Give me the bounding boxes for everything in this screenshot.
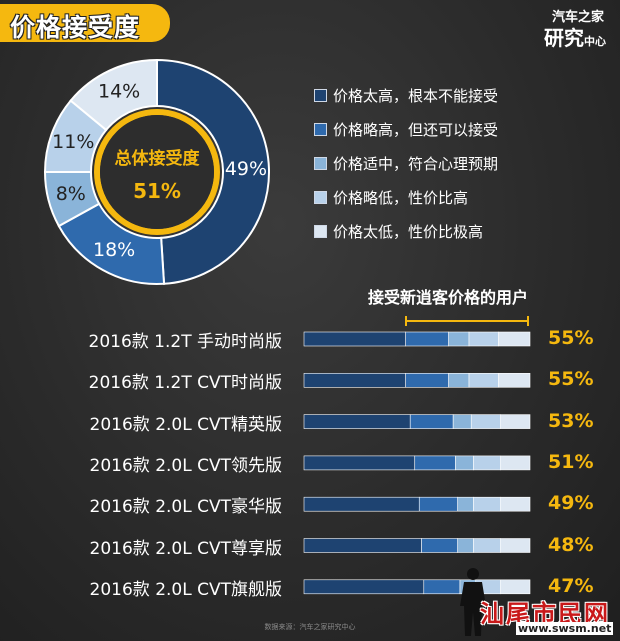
stacked-bar-chart bbox=[303, 316, 531, 595]
bar-category-label: 2016款 2.0L CVT旗舰版 bbox=[89, 579, 282, 600]
bar-segment bbox=[473, 496, 501, 512]
bar-segment bbox=[421, 538, 458, 553]
bar-segment bbox=[452, 414, 472, 429]
bar-segment bbox=[303, 331, 406, 347]
legend-swatch bbox=[314, 224, 327, 238]
bar-segment bbox=[448, 331, 470, 347]
bar-category-label: 2016款 2.0L CVT尊享版 bbox=[89, 538, 282, 559]
bar-segment bbox=[303, 496, 420, 512]
legend-swatch bbox=[314, 190, 327, 204]
page-title: 价格接受度 bbox=[10, 13, 141, 42]
bar-segment bbox=[473, 538, 501, 553]
bar-segment bbox=[303, 538, 422, 553]
donut-slice-label: 14% bbox=[98, 80, 140, 102]
donut-slice bbox=[156, 58, 270, 285]
donut-inner-ring bbox=[94, 109, 220, 235]
bar-category-label: 2016款 2.0L CVT领先版 bbox=[89, 455, 282, 476]
donut-slice bbox=[69, 58, 158, 132]
bar-segment bbox=[303, 414, 411, 429]
bar-category-label: 2016款 1.2T CVT时尚版 bbox=[88, 373, 282, 394]
donut-chart: 49% 18% 8% 11% 14% 总体接受度 51% bbox=[43, 58, 270, 285]
legend-item: 价格略低，性价比高 bbox=[314, 180, 498, 214]
bar-segment bbox=[500, 455, 531, 471]
logo-line1: 汽车之家 bbox=[551, 10, 604, 25]
bar-segment bbox=[409, 414, 454, 429]
donut-slice-label: 11% bbox=[52, 131, 94, 153]
bar-segment bbox=[470, 414, 501, 429]
bar-segment bbox=[500, 496, 531, 512]
bar-segment bbox=[414, 455, 456, 471]
donut-slice-label: 8% bbox=[56, 183, 86, 205]
watermark-url: www.swsm.net bbox=[516, 622, 614, 635]
bar-category-label: 2016款 1.2T 手动时尚版 bbox=[88, 332, 283, 352]
legend-item: 价格适中，符合心理预期 bbox=[314, 146, 498, 180]
legend-swatch bbox=[314, 88, 327, 102]
donut-center-value: 51% bbox=[133, 179, 181, 203]
legend-label: 价格太低，性价比极高 bbox=[333, 222, 484, 241]
bar-value-label: 49% bbox=[548, 492, 594, 515]
legend-label: 价格略高，但还可以接受 bbox=[333, 120, 499, 139]
legend-label: 价格适中，符合心理预期 bbox=[333, 154, 499, 173]
bar-segment bbox=[405, 331, 449, 347]
legend-label: 价格略低，性价比高 bbox=[333, 188, 469, 207]
bar-segment bbox=[303, 455, 416, 471]
bar-segment bbox=[405, 372, 449, 388]
bar-segment bbox=[455, 455, 474, 471]
bar-category-label: 2016款 2.0L CVT精英版 bbox=[89, 414, 282, 435]
title-banner: 价格接受度 bbox=[0, 4, 170, 42]
logo-line2-main: 研究 bbox=[544, 26, 584, 50]
bar-segment bbox=[468, 372, 499, 388]
legend-swatch bbox=[314, 122, 327, 136]
silhouette-figure bbox=[460, 568, 486, 636]
bar-segment bbox=[303, 372, 406, 388]
bar-value-label: 51% bbox=[548, 450, 594, 473]
donut-center-title: 总体接受度 bbox=[115, 148, 201, 169]
donut-slice-label: 49% bbox=[225, 158, 267, 180]
logo-line2-small: 中心 bbox=[584, 35, 606, 48]
bar-segment bbox=[423, 579, 461, 595]
legend-label: 价格太高，根本不能接受 bbox=[333, 86, 499, 105]
bar-segment bbox=[448, 372, 470, 388]
bar-segment bbox=[457, 538, 474, 553]
legend-item: 价格太低，性价比极高 bbox=[314, 214, 498, 248]
brand-logo: 汽车之家 研究中心 bbox=[534, 4, 614, 50]
bar-segment bbox=[500, 538, 531, 553]
data-source: 数据来源：汽车之家研究中心 bbox=[264, 623, 356, 631]
bar-value-label: 47% bbox=[548, 574, 594, 597]
legend-item: 价格太高，根本不能接受 bbox=[314, 78, 498, 112]
bar-segment bbox=[303, 579, 425, 595]
donut-slice-label: 18% bbox=[93, 239, 135, 261]
bar-value-label: 53% bbox=[548, 409, 594, 432]
bar-segment bbox=[498, 331, 531, 347]
bar-segment bbox=[500, 414, 531, 429]
bar-category-label: 2016款 2.0L CVT豪华版 bbox=[89, 497, 282, 518]
bar-segment bbox=[418, 496, 458, 512]
donut-center bbox=[100, 115, 214, 229]
bar-segment bbox=[457, 496, 474, 512]
bar-segment bbox=[473, 455, 501, 471]
legend-swatch bbox=[314, 156, 327, 170]
logo-line2: 研究中心 bbox=[544, 22, 606, 51]
bar-chart-title: 接受新逍客价格的用户 bbox=[368, 288, 529, 307]
bar-value-label: 55% bbox=[548, 368, 594, 391]
legend-item: 价格略高，但还可以接受 bbox=[314, 112, 498, 146]
donut-legend: 价格太高，根本不能接受 价格略高，但还可以接受 价格适中，符合心理预期 价格略低，性价… bbox=[314, 78, 498, 248]
bar-segment bbox=[498, 372, 531, 388]
bar-value-label: 55% bbox=[548, 327, 594, 349]
bar-value-label: 48% bbox=[548, 533, 594, 556]
bar-segment bbox=[500, 579, 531, 595]
bar-segment bbox=[468, 331, 499, 347]
